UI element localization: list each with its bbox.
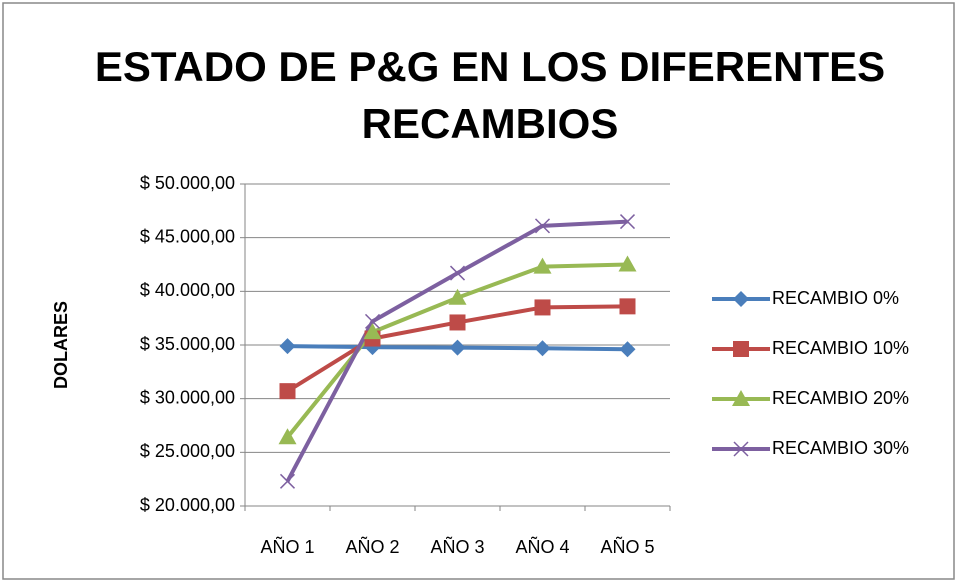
marker <box>449 314 466 331</box>
legend-marker <box>732 390 750 406</box>
legend-label: RECAMBIO 10% <box>772 338 909 358</box>
marker <box>279 383 296 400</box>
legend-label: RECAMBIO 20% <box>772 388 909 408</box>
chart-title: ESTADO DE P&G EN LOS DIFERENTES RECAMBIOS <box>95 43 885 147</box>
y-tick-label: $ 45.000,00 <box>140 226 235 246</box>
marker <box>619 341 636 358</box>
legend-marker <box>733 341 749 357</box>
x-tick-label: AÑO 5 <box>600 536 654 557</box>
legend-marker <box>733 291 749 307</box>
marker <box>363 323 382 340</box>
marker <box>534 299 551 316</box>
x-tick-label: AÑO 1 <box>260 536 314 557</box>
y-tick-label: $ 20.000,00 <box>140 495 235 515</box>
marker <box>618 255 637 272</box>
marker <box>364 313 381 329</box>
legend-label: RECAMBIO 0% <box>772 288 899 308</box>
x-tick-label: AÑO 4 <box>515 536 569 557</box>
marker <box>619 214 636 230</box>
marker <box>619 298 636 315</box>
y-tick-label: $ 40.000,00 <box>140 280 235 300</box>
marker <box>449 265 466 281</box>
marker <box>449 339 466 356</box>
y-tick-label: $ 50.000,00 <box>140 173 235 193</box>
marker <box>448 288 467 305</box>
legend-marker <box>733 441 749 457</box>
marker <box>534 218 551 234</box>
x-tick-label: AÑO 2 <box>345 536 399 557</box>
y-tick-label: $ 25.000,00 <box>140 441 235 461</box>
marker <box>278 428 297 445</box>
y-axis-title: DOLARES <box>51 301 71 389</box>
marker <box>279 473 296 489</box>
x-tick-label: AÑO 3 <box>430 536 484 557</box>
marker <box>279 338 296 355</box>
marker <box>534 340 551 357</box>
y-tick-label: $ 30.000,00 <box>140 387 235 407</box>
legend-label: RECAMBIO 30% <box>772 438 909 458</box>
y-tick-label: $ 35.000,00 <box>140 334 235 354</box>
marker <box>533 257 552 274</box>
